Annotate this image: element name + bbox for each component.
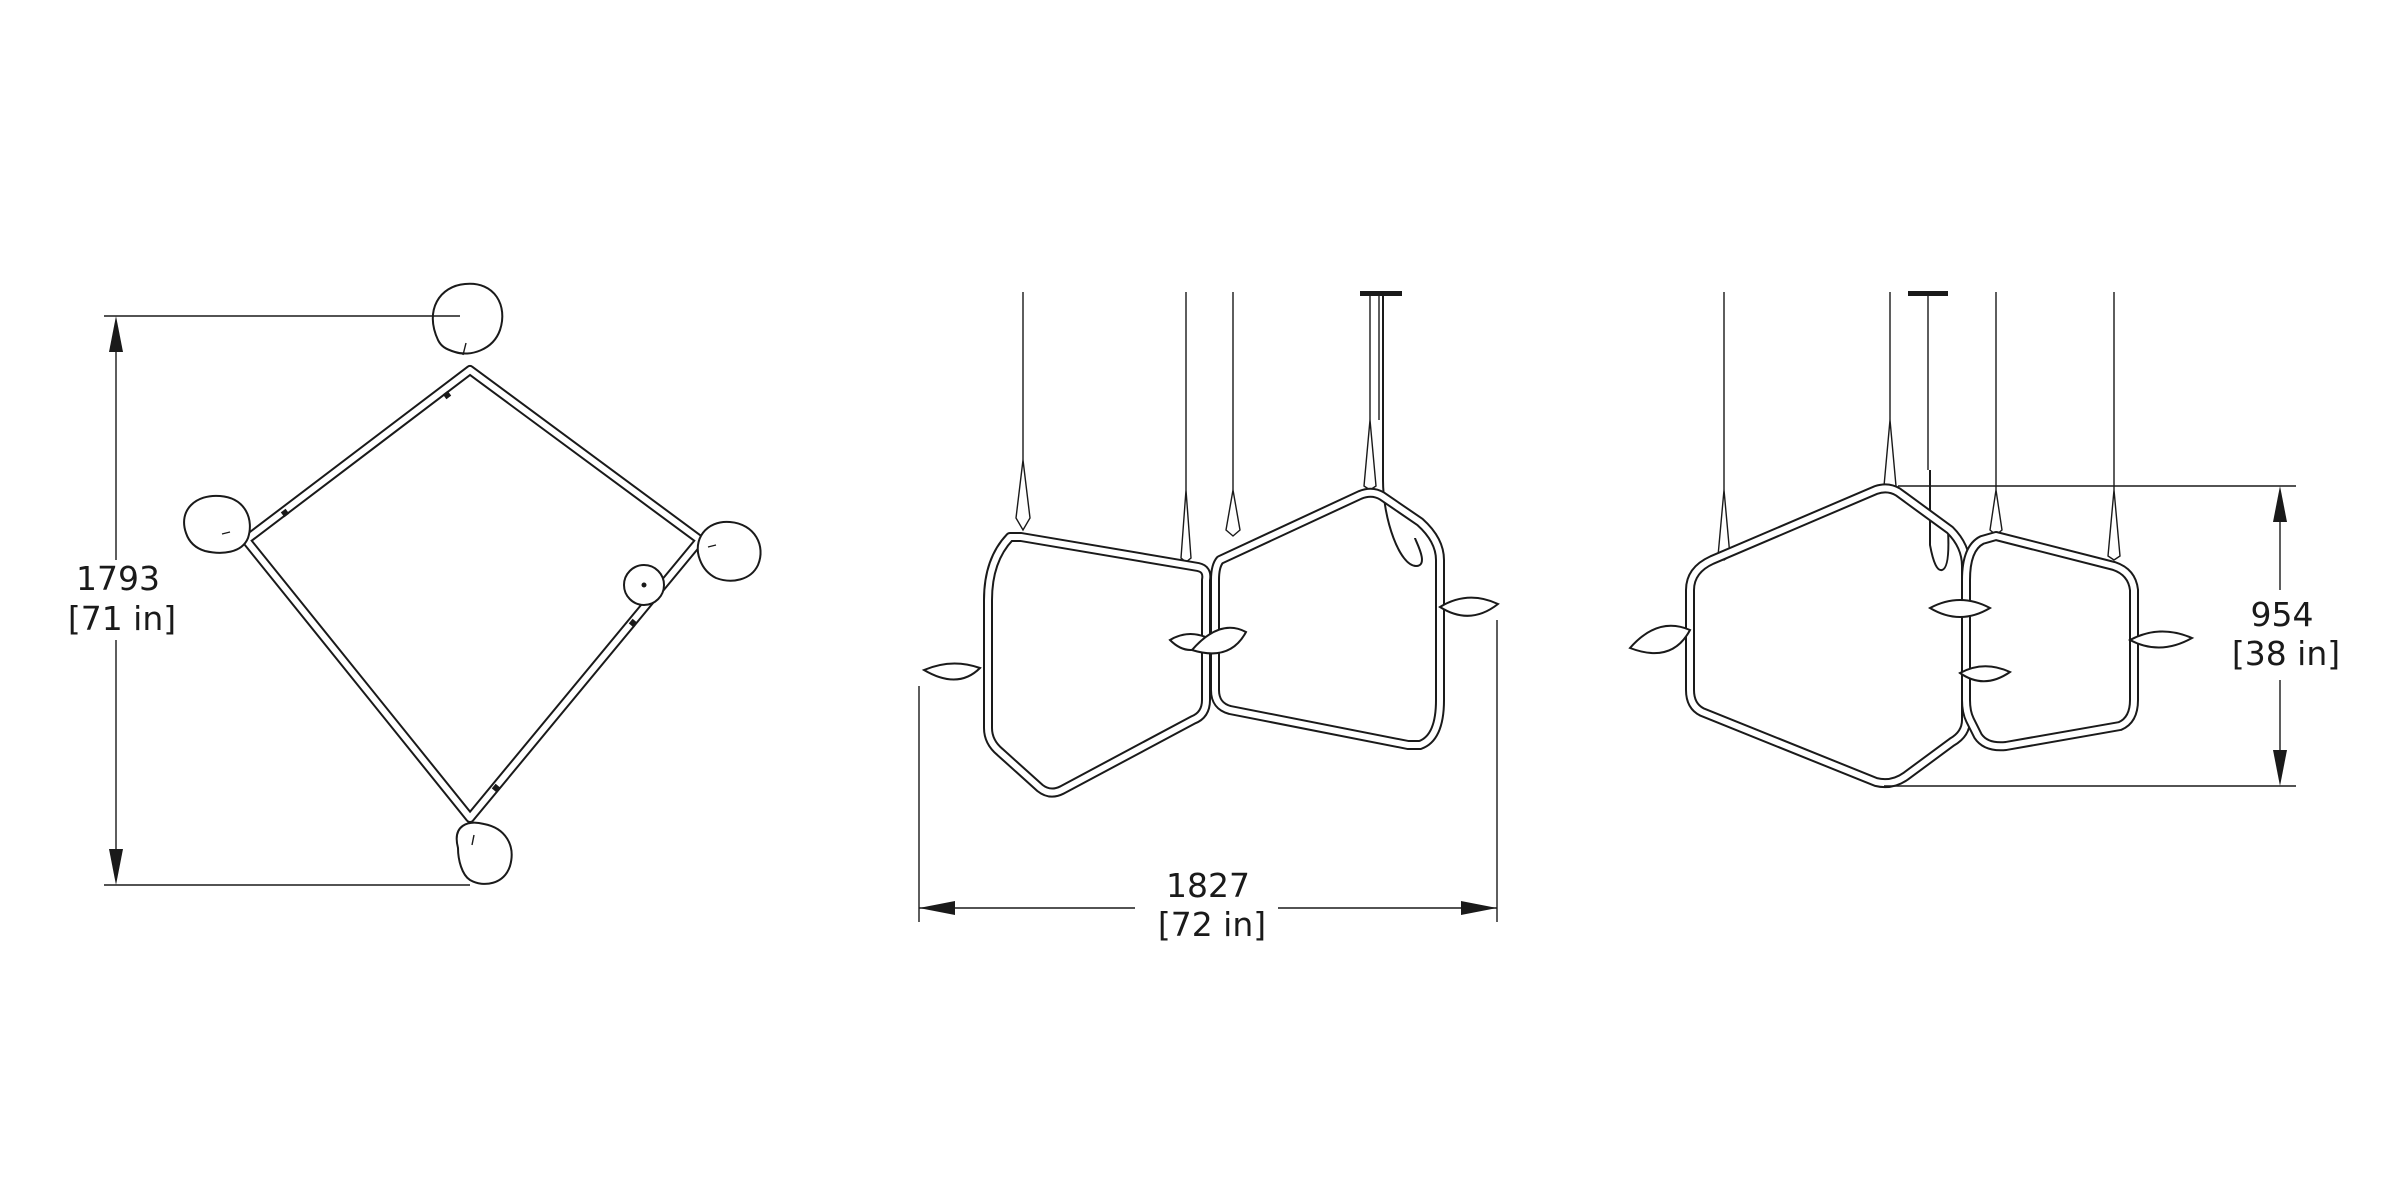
- arrow-left: [919, 901, 955, 915]
- front-shade-mid-b: [1190, 626, 1248, 655]
- side-frames: [1685, 483, 2139, 789]
- arrow-down: [109, 849, 123, 885]
- arrow-down: [2273, 750, 2287, 786]
- plan-shade-right: [696, 520, 762, 582]
- plan-shade-left: [183, 494, 251, 554]
- side-elevation: 954 [38 in]: [1628, 291, 2340, 789]
- front-shades: [921, 596, 1500, 681]
- side-shade-right: [2127, 630, 2195, 649]
- front-dim-inches: [72 in]: [1158, 905, 1266, 944]
- plan-shade-bottom: [455, 821, 513, 885]
- side-shades: [1628, 599, 2195, 683]
- plan-dimension: 1793 [71 in]: [68, 315, 470, 886]
- plan-dim-mm: 1793: [76, 559, 160, 598]
- side-shade-mid-a: [1927, 599, 1993, 618]
- plan-dim-inches: [71 in]: [68, 599, 176, 638]
- front-cables: [1015, 291, 1423, 568]
- front-frames: [983, 487, 1445, 798]
- side-shade-mid-b: [1958, 665, 2013, 683]
- plan-rods: [241, 365, 705, 823]
- side-dim-inches: [38 in]: [2232, 634, 2340, 673]
- front-shade-left: [921, 662, 982, 681]
- front-dimension: 1827 [72 in]: [918, 620, 1498, 944]
- plan-shade-top: [431, 282, 504, 355]
- front-elevation: 1827 [72 in]: [918, 291, 1500, 944]
- arrow-up: [109, 316, 123, 352]
- front-shade-right: [1438, 596, 1500, 617]
- arrow-up: [2273, 486, 2287, 522]
- plan-view: 1793 [71 in]: [68, 282, 762, 886]
- arrow-right: [1461, 901, 1497, 915]
- side-dimension: 954 [38 in]: [1884, 485, 2340, 787]
- plan-shades: [183, 282, 762, 885]
- side-dim-mm: 954: [2251, 595, 2314, 634]
- front-dim-mm: 1827: [1166, 866, 1250, 905]
- plan-joints: [280, 390, 638, 793]
- side-shade-left: [1628, 624, 1692, 655]
